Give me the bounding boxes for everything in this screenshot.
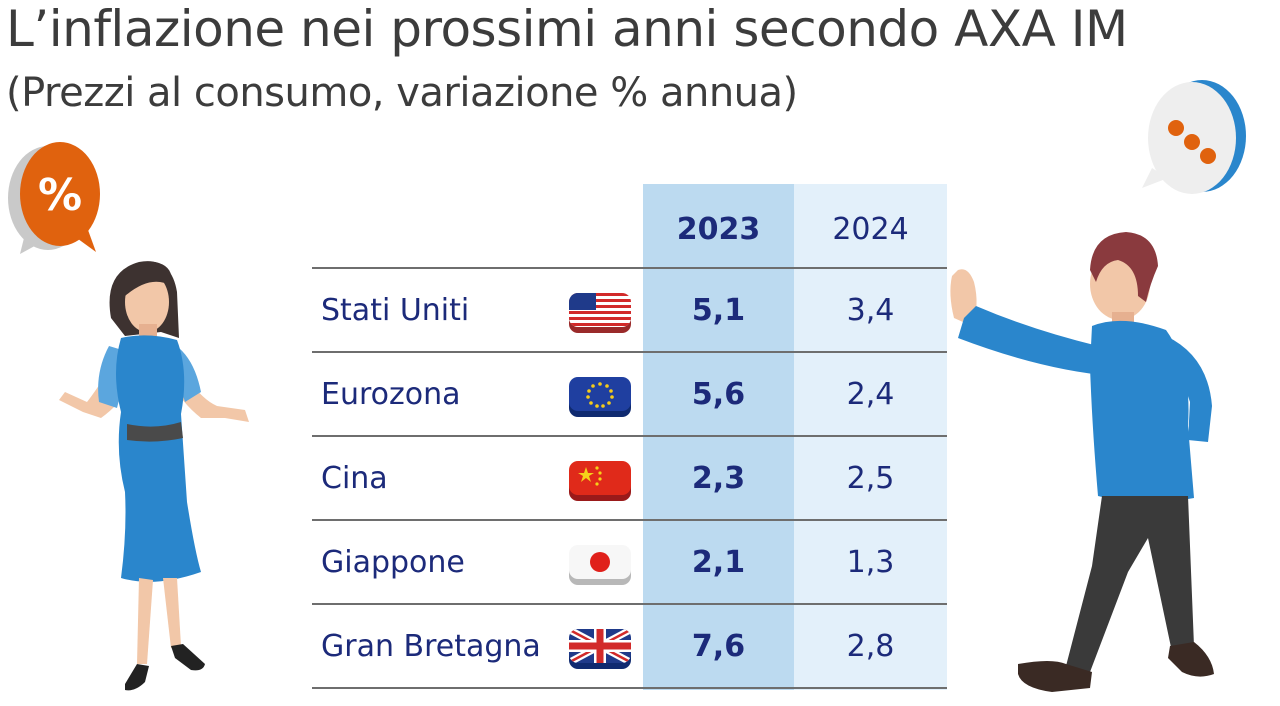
table-row: Gran Bretagna 7,6 2,8 (312, 605, 947, 689)
percent-bubble-icon: % (8, 142, 100, 254)
value-2024: 3,4 (846, 293, 895, 328)
value-2023: 7,6 (691, 629, 746, 664)
page-subtitle: (Prezzi al consumo, variazione % annua) (6, 70, 798, 116)
country-label: Giappone (321, 545, 465, 580)
uk-flag-icon (569, 629, 631, 669)
value-2024: 2,8 (846, 629, 895, 664)
table-rule (312, 351, 947, 353)
table-row: Giappone 2,1 1,3 (312, 521, 947, 605)
table-rule (312, 603, 947, 605)
country-label: Cina (321, 461, 388, 496)
value-2024: 1,3 (846, 545, 895, 580)
table-rule (312, 519, 947, 521)
woman-illustration (59, 261, 249, 691)
value-2024: 2,4 (846, 377, 895, 412)
page-title: L’inflazione nei prossimi anni secondo A… (6, 0, 1128, 58)
column-header-2024: 2024 (832, 212, 909, 247)
japan-flag-icon (569, 545, 631, 585)
man-illustration (950, 232, 1214, 692)
table-row: Cina 2,3 2,5 (312, 437, 947, 521)
value-2023: 2,1 (691, 545, 746, 580)
value-2024: 2,5 (846, 461, 895, 496)
percent-bubble-text: % (38, 170, 82, 221)
table-rule (312, 435, 947, 437)
value-2023: 5,6 (691, 377, 746, 412)
china-flag-icon (569, 461, 631, 501)
table-rule (312, 267, 947, 269)
country-label: Gran Bretagna (321, 629, 541, 664)
table-row: Eurozona 5,6 2,4 (312, 353, 947, 437)
column-header-2023: 2023 (676, 212, 761, 247)
table-row: Stati Uniti 5,1 3,4 (312, 269, 947, 353)
country-label: Stati Uniti (321, 293, 470, 328)
chat-bubble-icon (1142, 80, 1246, 194)
country-label: Eurozona (321, 377, 461, 412)
eu-flag-icon (569, 377, 631, 417)
value-2023: 5,1 (691, 293, 746, 328)
table-rule (312, 687, 947, 689)
value-2023: 2,3 (691, 461, 746, 496)
usa-flag-icon (569, 293, 631, 333)
